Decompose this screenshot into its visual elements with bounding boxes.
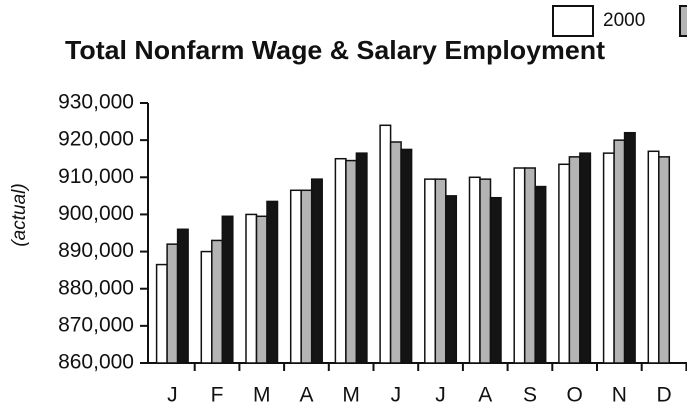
bar — [345, 159, 358, 364]
bar — [579, 152, 592, 364]
bar — [479, 178, 492, 364]
bar — [155, 263, 168, 364]
bar — [176, 228, 189, 364]
bar — [434, 178, 447, 364]
x-tick-label: F — [211, 384, 224, 407]
y-tick-label: 860,000 — [58, 351, 134, 374]
bar — [523, 167, 536, 364]
y-tick-label: 870,000 — [58, 313, 134, 336]
x-tick-label: J — [167, 384, 178, 407]
y-tick-label: 900,000 — [58, 202, 134, 225]
bar — [211, 239, 224, 364]
x-tick-label: D — [656, 384, 671, 407]
bar — [602, 152, 615, 364]
y-tick-label: 920,000 — [58, 128, 134, 151]
bar — [468, 176, 481, 364]
bar — [266, 200, 279, 364]
x-tick-label: J — [435, 384, 446, 407]
bar — [289, 189, 302, 364]
bar — [300, 189, 313, 364]
bar — [200, 250, 213, 364]
bar — [245, 213, 258, 364]
bar — [568, 156, 581, 364]
x-tick-label: J — [391, 384, 402, 407]
bar — [255, 215, 268, 364]
bar — [400, 148, 413, 364]
legend-swatch — [679, 5, 687, 37]
bar — [647, 150, 660, 364]
bar — [489, 196, 502, 364]
x-tick-label: O — [566, 384, 582, 407]
bar — [166, 243, 179, 364]
bar — [334, 157, 347, 364]
bar — [310, 178, 323, 364]
x-tick-label: A — [478, 384, 492, 407]
bar — [355, 152, 368, 364]
bar — [424, 178, 437, 364]
bar — [379, 124, 392, 364]
x-tick-label: N — [612, 384, 627, 407]
bar — [534, 185, 547, 364]
bar — [613, 139, 626, 364]
chart-title: Total Nonfarm Wage & Salary Employment — [65, 35, 605, 65]
y-tick-label: 880,000 — [58, 276, 134, 299]
y-tick-label: 890,000 — [58, 239, 134, 262]
x-tick-label: M — [253, 384, 271, 407]
legend-label: 2000 — [603, 10, 645, 31]
bar — [513, 167, 526, 364]
y-tick-label: 910,000 — [58, 165, 134, 188]
y-axis-label: (actual) — [9, 183, 30, 246]
bar — [389, 141, 402, 364]
legend-swatch — [552, 5, 594, 37]
bar — [558, 163, 571, 364]
x-tick-label: M — [342, 384, 360, 407]
y-tick-label: 930,000 — [58, 91, 134, 114]
bar — [623, 131, 636, 364]
bar — [445, 195, 458, 364]
bar — [221, 215, 234, 364]
bar — [658, 156, 671, 364]
x-tick-label: A — [299, 384, 313, 407]
x-tick-label: S — [523, 384, 537, 407]
